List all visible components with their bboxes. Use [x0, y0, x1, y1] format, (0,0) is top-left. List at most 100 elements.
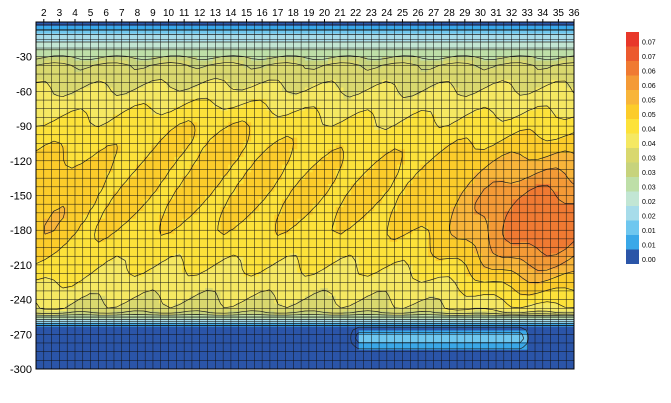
heatmap-cell: [66, 180, 76, 185]
heatmap-cell: [105, 129, 114, 135]
heatmap-cell: [274, 199, 283, 204]
heatmap-cell: [228, 102, 237, 108]
heatmap-cell: [427, 311, 437, 316]
heatmap-cell: [143, 241, 152, 247]
heatmap-cell: [158, 156, 168, 162]
heatmap-cell: [51, 95, 60, 100]
heatmap-cell: [289, 272, 298, 278]
heatmap-cell: [274, 264, 283, 270]
heatmap-cell: [182, 48, 191, 54]
heatmap-cell: [135, 87, 145, 92]
heatmap-cell: [135, 129, 145, 135]
heatmap-cell: [74, 199, 83, 204]
heatmap-cell: [412, 214, 421, 220]
heatmap-cell: [228, 191, 237, 197]
heatmap-cell: [228, 326, 237, 332]
heatmap-cell: [397, 133, 406, 139]
heatmap-cell: [258, 56, 268, 62]
heatmap-cell: [389, 141, 398, 146]
heatmap-cell: [435, 295, 444, 301]
heatmap-cell: [266, 272, 275, 278]
heatmap-cell: [258, 60, 268, 66]
heatmap-cell: [297, 141, 306, 146]
heatmap-cell: [343, 99, 352, 104]
heatmap-cell: [151, 249, 160, 254]
heatmap-cell: [43, 199, 52, 204]
heatmap-cell: [389, 56, 398, 62]
heatmap-cell: [228, 126, 237, 131]
heatmap-cell: [243, 241, 252, 247]
heatmap-cell: [151, 299, 160, 305]
heatmap-cell: [66, 25, 76, 31]
heatmap-cell: [212, 99, 222, 104]
heatmap-cell: [397, 168, 406, 173]
heatmap-cell: [189, 276, 198, 281]
heatmap-cell: [105, 191, 114, 197]
heatmap-cell: [243, 207, 252, 212]
heatmap-cell: [443, 68, 452, 73]
heatmap-cell: [412, 222, 421, 227]
heatmap-cell: [82, 25, 91, 31]
heatmap-cell: [251, 110, 260, 116]
heatmap-cell: [381, 237, 391, 243]
heatmap-cell: [220, 22, 229, 27]
heatmap-cell: [128, 307, 137, 312]
heatmap-cell: [451, 318, 460, 324]
heatmap-cell: [427, 234, 437, 239]
heatmap-cell: [404, 64, 414, 69]
heatmap-cell: [343, 48, 352, 54]
heatmap-cell: [251, 106, 260, 112]
heatmap-cell: [281, 106, 291, 112]
heatmap-cell: [205, 365, 214, 369]
heatmap-cell: [166, 79, 175, 85]
heatmap-cell: [404, 145, 414, 150]
heatmap-cell: [297, 307, 306, 312]
heatmap-cell: [351, 253, 360, 258]
heatmap-cell: [135, 245, 145, 251]
heatmap-cell: [166, 153, 175, 158]
heatmap-cell: [174, 272, 183, 278]
heatmap-cell: [420, 22, 429, 27]
heatmap-cell: [235, 33, 245, 39]
heatmap-cell: [74, 230, 83, 235]
heatmap-cell: [74, 361, 83, 366]
heatmap-cell: [443, 326, 452, 332]
heatmap-cell: [351, 149, 360, 154]
heatmap-cell: [220, 102, 229, 108]
heatmap-cell: [266, 311, 275, 316]
heatmap-cell: [420, 156, 429, 162]
heatmap-cell: [412, 237, 421, 243]
heatmap-cell: [143, 91, 152, 96]
heatmap-cell: [220, 56, 229, 62]
heatmap-cell: [36, 56, 45, 62]
heatmap-cell: [404, 153, 414, 158]
heatmap-cell: [404, 257, 414, 262]
heatmap-cell: [174, 72, 183, 77]
heatmap-cell: [274, 22, 283, 27]
heatmap-cell: [59, 334, 68, 339]
heatmap-cell: [404, 60, 414, 66]
heatmap-cell: [51, 261, 60, 266]
heatmap-cell: [120, 234, 129, 239]
heatmap-cell: [243, 291, 252, 297]
heatmap-cell: [105, 222, 114, 227]
heatmap-cell: [220, 203, 229, 208]
heatmap-cell: [389, 365, 398, 369]
heatmap-cell: [297, 41, 306, 46]
heatmap-cell: [381, 126, 391, 131]
heatmap-cell: [397, 22, 406, 27]
heatmap-cell: [151, 226, 160, 231]
heatmap-cell: [351, 342, 360, 347]
heatmap-cell: [120, 137, 129, 143]
heatmap-cell: [205, 330, 214, 335]
heatmap-cell: [343, 168, 352, 173]
heatmap-cell: [143, 164, 152, 170]
heatmap-cell: [235, 122, 245, 127]
heatmap-cell: [374, 110, 383, 116]
heatmap-cell: [97, 37, 106, 42]
heatmap-cell: [351, 129, 360, 135]
heatmap-cell: [189, 218, 198, 224]
heatmap-cell: [251, 149, 260, 154]
heatmap-cell: [451, 41, 460, 46]
heatmap-cell: [197, 253, 206, 258]
